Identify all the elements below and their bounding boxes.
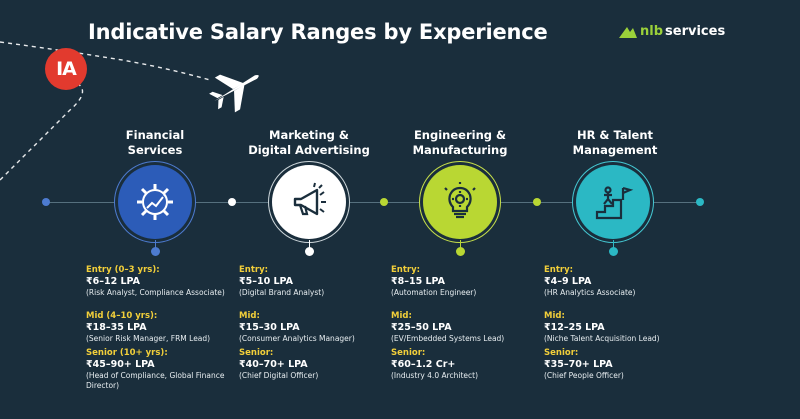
role-examples: (Head of Compliance, Global Finance Dire… bbox=[86, 371, 225, 390]
column-title-marketing: Marketing & Digital Advertising bbox=[248, 128, 370, 157]
salary-range: ₹15–30 LPA bbox=[239, 322, 300, 333]
column-title-engineering: Engineering & Manufacturing bbox=[412, 128, 508, 157]
role-examples: (EV/Embedded Systems Lead) bbox=[391, 334, 505, 343]
financial-senior: Senior (10+ yrs): ₹45–90+ LPA (Head of C… bbox=[86, 348, 231, 390]
column-title-hr: HR & Talent Management bbox=[572, 128, 658, 157]
level-label: Entry: bbox=[391, 265, 421, 275]
column-title-financial-services: Financial Services bbox=[125, 128, 185, 157]
airplane-icon bbox=[209, 74, 259, 113]
level-label: Senior (10+ yrs): bbox=[86, 348, 168, 358]
role-examples: (Industry 4.0 Architect) bbox=[391, 371, 479, 380]
role-examples: (Senior Risk Manager, FRM Lead) bbox=[86, 334, 211, 343]
page-title: Indicative Salary Ranges by Experience bbox=[88, 20, 548, 44]
financial-mid: Mid (4–10 yrs): ₹18–35 LPA (Senior Risk … bbox=[86, 311, 231, 344]
financial-entry: Entry (0–3 yrs): ₹6–12 LPA (Risk Analyst… bbox=[86, 265, 231, 298]
timeline-dot bbox=[42, 198, 50, 206]
hr-senior: Senior: ₹35–70+ LPA (Chief People Office… bbox=[544, 348, 689, 381]
timeline-dot bbox=[380, 198, 388, 206]
stem-line bbox=[309, 240, 310, 250]
gear-growth-icon bbox=[137, 184, 173, 220]
brand-mark-icon bbox=[619, 26, 637, 38]
salary-range: ₹60–1.2 Cr+ bbox=[391, 359, 456, 370]
level-label: Entry (0–3 yrs): bbox=[86, 265, 160, 275]
level-label: Mid: bbox=[391, 311, 412, 321]
stem-dot bbox=[305, 247, 314, 256]
timeline-line bbox=[45, 202, 701, 203]
hr-mid: Mid: ₹12–25 LPA (Niche Talent Acquisitio… bbox=[544, 311, 689, 344]
lightbulb-gear-icon bbox=[444, 182, 476, 219]
stem-dot bbox=[456, 247, 465, 256]
engineering-badge bbox=[423, 165, 497, 239]
level-label: Senior: bbox=[239, 348, 274, 358]
marketing-badge bbox=[272, 165, 346, 239]
timeline-dot bbox=[533, 198, 541, 206]
level-label: Entry: bbox=[544, 265, 574, 275]
stem-line bbox=[155, 240, 156, 250]
salary-range: ₹4–9 LPA bbox=[544, 276, 592, 287]
role-examples: (Automation Engineer) bbox=[391, 288, 477, 297]
role-examples: (Risk Analyst, Compliance Associate) bbox=[86, 288, 225, 297]
nlb-services-logo: nlb services bbox=[618, 24, 725, 39]
timeline-dot bbox=[696, 198, 704, 206]
financial-services-badge bbox=[118, 165, 192, 239]
salary-range: ₹25–50 LPA bbox=[391, 322, 452, 333]
salary-range: ₹18–35 LPA bbox=[86, 322, 147, 333]
brand-suffix: services bbox=[665, 24, 726, 39]
level-label: Mid: bbox=[544, 311, 565, 321]
engineering-mid: Mid: ₹25–50 LPA (EV/Embedded Systems Lea… bbox=[391, 311, 536, 344]
salary-range: ₹8–15 LPA bbox=[391, 276, 445, 287]
stem-dot bbox=[609, 247, 618, 256]
level-label: Entry: bbox=[239, 265, 269, 275]
role-examples: (Niche Talent Acquisition Lead) bbox=[544, 334, 660, 343]
salary-range: ₹35–70+ LPA bbox=[544, 359, 613, 370]
role-examples: (Chief Digital Officer) bbox=[239, 371, 319, 380]
marketing-senior: Senior: ₹40–70+ LPA (Chief Digital Offic… bbox=[239, 348, 384, 381]
marketing-mid: Mid: ₹15–30 LPA (Consumer Analytics Mana… bbox=[239, 311, 384, 344]
hr-badge bbox=[576, 165, 650, 239]
engineering-senior: Senior: ₹60–1.2 Cr+ (Industry 4.0 Archit… bbox=[391, 348, 536, 381]
level-label: Mid: bbox=[239, 311, 260, 321]
role-examples: (HR Analytics Associate) bbox=[544, 288, 636, 297]
salary-range: ₹6–12 LPA bbox=[86, 276, 140, 287]
stem-line bbox=[460, 240, 461, 250]
level-label: Senior: bbox=[544, 348, 579, 358]
stem-dot bbox=[151, 247, 160, 256]
salary-range: ₹40–70+ LPA bbox=[239, 359, 308, 370]
level-label: Senior: bbox=[391, 348, 426, 358]
hr-entry: Entry: ₹4–9 LPA (HR Analytics Associate) bbox=[544, 265, 689, 298]
level-label: Mid (4–10 yrs): bbox=[86, 311, 158, 321]
megaphone-icon bbox=[293, 182, 326, 216]
ia-logo-text: IA bbox=[56, 58, 77, 80]
career-stairs-icon bbox=[595, 186, 634, 220]
salary-range: ₹5–10 LPA bbox=[239, 276, 293, 287]
marketing-entry: Entry: ₹5–10 LPA (Digital Brand Analyst) bbox=[239, 265, 384, 298]
salary-range: ₹45–90+ LPA bbox=[86, 359, 155, 370]
role-examples: (Chief People Officer) bbox=[544, 371, 624, 380]
role-examples: (Digital Brand Analyst) bbox=[239, 288, 325, 297]
role-examples: (Consumer Analytics Manager) bbox=[239, 334, 355, 343]
engineering-entry: Entry: ₹8–15 LPA (Automation Engineer) bbox=[391, 265, 536, 298]
salary-range: ₹12–25 LPA bbox=[544, 322, 605, 333]
timeline-dot bbox=[228, 198, 236, 206]
ia-logo: IA bbox=[45, 48, 87, 90]
stem-line bbox=[613, 240, 614, 250]
brand-prefix: nlb bbox=[640, 24, 664, 39]
